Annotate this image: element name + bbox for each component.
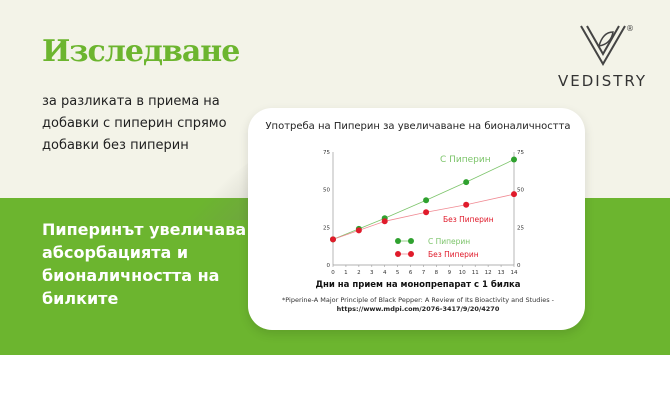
- series-line: [332, 159, 515, 240]
- source-text: *Piperine-A Major Principle of Black Pep…: [282, 296, 555, 304]
- x-tick-label: 0: [331, 270, 335, 276]
- source-url: https://www.mdpi.com/2076-3417/9/20/4270: [337, 305, 500, 313]
- x-tick-label: 8: [435, 270, 439, 276]
- series-label-without: Без Пиперин: [443, 215, 494, 224]
- logo: ® VEDISTRY: [555, 22, 650, 90]
- y-tick-label-left: 50: [323, 188, 330, 194]
- x-tick-label: 5: [396, 270, 400, 276]
- x-tick-label: 2: [357, 270, 361, 276]
- legend-label: Без Пиперин: [428, 250, 479, 259]
- series-line: [332, 193, 515, 240]
- legend-label: С Пиперин: [428, 237, 470, 246]
- x-tick-label: 13: [498, 270, 505, 276]
- chart-title: Употреба на Пиперин за увеличаване на би…: [265, 121, 570, 132]
- brand-name: VEDISTRY: [557, 72, 648, 90]
- y-tick-label-left: 0: [327, 263, 331, 269]
- data-point: [423, 209, 430, 216]
- x-tick-label: 6: [409, 270, 413, 276]
- claim-text: Пиперинът увеличава абсорбацията и биона…: [42, 220, 247, 308]
- page-title: Изследване: [42, 34, 240, 69]
- y-tick-label-left: 75: [323, 150, 330, 156]
- legend-marker: [408, 251, 414, 257]
- x-tick-label: 7: [422, 270, 426, 276]
- data-point: [423, 197, 430, 204]
- data-point: [463, 179, 470, 186]
- data-point: [511, 156, 517, 163]
- x-tick-label: 10: [459, 270, 466, 276]
- x-tick-label: 9: [448, 270, 452, 276]
- data-point: [511, 191, 517, 198]
- legend-marker: [395, 238, 401, 244]
- data-point: [463, 201, 470, 208]
- x-tick-label: 11: [472, 270, 479, 276]
- chart-card: [248, 108, 585, 330]
- x-tick-label: 3: [370, 270, 374, 276]
- x-tick-label: 4: [383, 270, 387, 276]
- data-point: [355, 227, 362, 234]
- x-tick-label: 12: [485, 270, 492, 276]
- subtitle: за разликата в приема на добавки с пипер…: [42, 94, 227, 153]
- svg-text:®: ®: [626, 24, 633, 33]
- data-point: [330, 236, 336, 243]
- data-point: [381, 218, 388, 225]
- series-label-with: С Пиперин: [440, 155, 491, 165]
- y-tick-label-right: 50: [517, 188, 524, 194]
- x-axis-label: Дни на прием на монопрепарат с 1 билка: [315, 279, 520, 290]
- logo-mark-icon: ®: [579, 24, 634, 66]
- y-tick-label-right: 25: [517, 225, 524, 231]
- y-tick-label-left: 25: [323, 225, 330, 231]
- x-tick-label: 1: [344, 270, 348, 276]
- y-tick-label-right: 75: [517, 150, 524, 156]
- y-tick-label-right: 0: [517, 263, 521, 269]
- x-tick-label: 14: [511, 270, 518, 276]
- legend-marker: [408, 238, 414, 244]
- legend-marker: [395, 251, 401, 257]
